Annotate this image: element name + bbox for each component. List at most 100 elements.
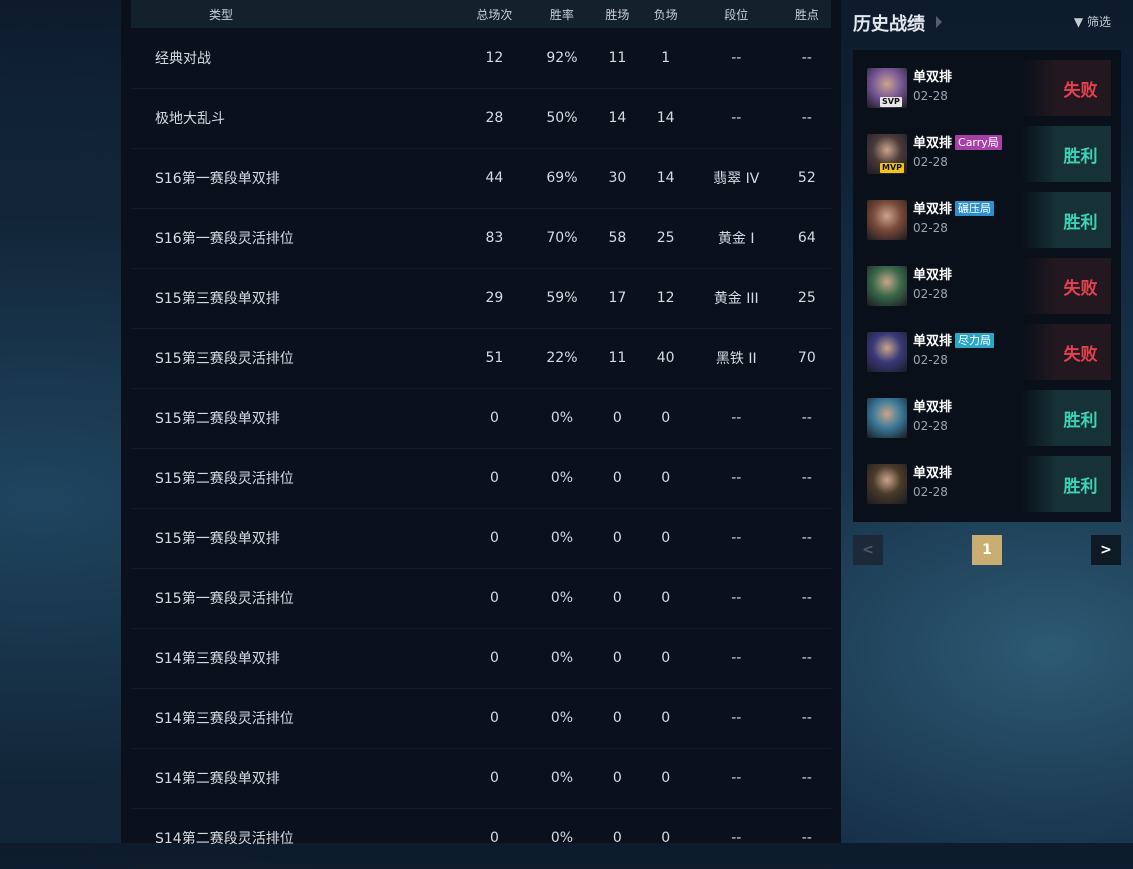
match-tag: 尽力局 bbox=[955, 333, 995, 348]
table-cell: -- bbox=[782, 388, 831, 449]
match-mode: 单双排 bbox=[913, 466, 953, 481]
table-cell: -- bbox=[689, 568, 783, 629]
column-header: 负场 bbox=[653, 7, 678, 22]
table-row[interactable]: S15第一赛段灵活排位 0 0% 0 0 -- -- bbox=[131, 568, 831, 629]
table-cell: 0% bbox=[530, 568, 594, 629]
table-cell: S15第三赛段灵活排位 bbox=[131, 328, 459, 389]
match-result: 失败 bbox=[1022, 324, 1111, 380]
table-cell: S15第二赛段灵活排位 bbox=[131, 448, 459, 509]
table-row[interactable]: S16第一赛段单双排 44 69% 30 14 翡翠 IV 52 bbox=[131, 148, 831, 209]
prev-page-button[interactable]: < bbox=[853, 535, 883, 565]
table-cell: -- bbox=[689, 388, 783, 449]
table-cell: -- bbox=[689, 628, 783, 689]
match-result: 胜利 bbox=[1022, 456, 1111, 512]
table-cell: -- bbox=[782, 808, 831, 869]
table-cell: 59% bbox=[530, 268, 594, 329]
table-cell: 0% bbox=[530, 808, 594, 869]
table-cell: 0 bbox=[458, 628, 531, 689]
table-cell: -- bbox=[782, 568, 831, 629]
table-cell: 翡翠 IV bbox=[689, 148, 783, 209]
match-date: 02-28 bbox=[913, 89, 948, 103]
table-row[interactable]: S14第二赛段单双排 0 0% 0 0 -- -- bbox=[131, 748, 831, 809]
table-cell: 0 bbox=[641, 628, 690, 689]
table-cell: 50% bbox=[530, 88, 594, 149]
column-header: 胜场 bbox=[605, 7, 630, 22]
match-item[interactable]: 单双排 尽力局 02-28 失败 bbox=[853, 324, 1121, 380]
match-item[interactable]: 单双排 02-28 胜利 bbox=[853, 456, 1121, 512]
table-cell: 0 bbox=[458, 508, 531, 569]
table-cell: S14第三赛段单双排 bbox=[131, 628, 459, 689]
champion-avatar bbox=[867, 266, 907, 306]
table-row[interactable]: S14第三赛段单双排 0 0% 0 0 -- -- bbox=[131, 628, 831, 689]
table-cell: 0% bbox=[530, 448, 594, 509]
table-cell: 22% bbox=[530, 328, 594, 389]
table-cell: 11 bbox=[593, 28, 642, 89]
table-cell: -- bbox=[689, 748, 783, 809]
table-row[interactable]: S14第二赛段灵活排位 0 0% 0 0 -- -- bbox=[131, 808, 831, 869]
chevron-right-icon[interactable] bbox=[936, 16, 942, 28]
table-cell: 0 bbox=[458, 448, 531, 509]
table-row[interactable]: 经典对战 12 92% 11 1 -- -- bbox=[131, 28, 831, 89]
match-list: SVP 单双排 02-28 失败 MVP 单双排 Carry局 02-28 胜利 单… bbox=[853, 50, 1121, 522]
table-cell: 17 bbox=[593, 268, 642, 329]
table-cell: 0 bbox=[593, 688, 642, 749]
match-result: 胜利 bbox=[1022, 126, 1111, 182]
match-tag: 碾压局 bbox=[955, 201, 995, 216]
table-cell: 0% bbox=[530, 508, 594, 569]
table-cell: S14第二赛段单双排 bbox=[131, 748, 459, 809]
match-tag: Carry局 bbox=[955, 135, 1002, 150]
table-cell: 0 bbox=[458, 688, 531, 749]
match-date: 02-28 bbox=[913, 353, 948, 367]
mvp-badge: MVP bbox=[880, 163, 905, 173]
filter-icon: ▼ bbox=[1073, 15, 1084, 29]
column-header: 类型 bbox=[209, 7, 234, 22]
table-cell: 0 bbox=[641, 808, 690, 869]
next-page-button[interactable]: > bbox=[1091, 535, 1121, 565]
table-cell: 52 bbox=[782, 148, 831, 209]
match-item[interactable]: 单双排 02-28 失败 bbox=[853, 258, 1121, 314]
filter-button[interactable]: ▼ 筛选 bbox=[1073, 15, 1111, 29]
match-date: 02-28 bbox=[913, 221, 948, 235]
table-cell: 12 bbox=[458, 28, 531, 89]
table-row[interactable]: S15第二赛段灵活排位 0 0% 0 0 -- -- bbox=[131, 448, 831, 509]
table-row[interactable]: 极地大乱斗 28 50% 14 14 -- -- bbox=[131, 88, 831, 149]
table-cell: 0 bbox=[593, 568, 642, 629]
match-item[interactable]: SVP 单双排 02-28 失败 bbox=[853, 60, 1121, 116]
match-mode: 单双排 bbox=[913, 268, 953, 283]
table-cell: 30 bbox=[593, 148, 642, 209]
chevron-right-icon: > bbox=[1100, 542, 1112, 558]
column-header: 段位 bbox=[724, 7, 749, 22]
table-cell: 0 bbox=[641, 568, 690, 629]
table-cell: -- bbox=[782, 508, 831, 569]
table-cell: 70 bbox=[782, 328, 831, 389]
svp-badge: SVP bbox=[880, 97, 902, 107]
table-cell: -- bbox=[782, 28, 831, 89]
match-item[interactable]: 单双排 碾压局 02-28 胜利 bbox=[853, 192, 1121, 248]
table-cell: 25 bbox=[782, 268, 831, 329]
match-date: 02-28 bbox=[913, 485, 948, 499]
match-date: 02-28 bbox=[913, 155, 948, 169]
table-cell: 83 bbox=[458, 208, 531, 269]
match-date: 02-28 bbox=[913, 419, 948, 433]
table-row[interactable]: S15第一赛段单双排 0 0% 0 0 -- -- bbox=[131, 508, 831, 569]
table-cell: 极地大乱斗 bbox=[131, 88, 459, 149]
table-row[interactable]: S15第三赛段灵活排位 51 22% 11 40 黑铁 II 70 bbox=[131, 328, 831, 389]
table-row[interactable]: S15第三赛段单双排 29 59% 17 12 黄金 III 25 bbox=[131, 268, 831, 329]
table-cell: 0% bbox=[530, 748, 594, 809]
match-item[interactable]: MVP 单双排 Carry局 02-28 胜利 bbox=[853, 126, 1121, 182]
page-1-button[interactable]: 1 bbox=[972, 535, 1002, 565]
table-cell: -- bbox=[689, 808, 783, 869]
match-mode: 单双排 bbox=[913, 400, 953, 415]
champion-avatar bbox=[867, 464, 907, 504]
table-row[interactable]: S14第三赛段灵活排位 0 0% 0 0 -- -- bbox=[131, 688, 831, 749]
table-cell: -- bbox=[782, 88, 831, 149]
table-row[interactable]: S16第一赛段灵活排位 83 70% 58 25 黄金 I 64 bbox=[131, 208, 831, 269]
table-cell: -- bbox=[782, 448, 831, 509]
table-row[interactable]: S15第二赛段单双排 0 0% 0 0 -- -- bbox=[131, 388, 831, 449]
match-item[interactable]: 单双排 02-28 胜利 bbox=[853, 390, 1121, 446]
table-cell: 0 bbox=[458, 568, 531, 629]
table-cell: 0 bbox=[593, 628, 642, 689]
history-title[interactable]: 历史战绩 bbox=[853, 14, 925, 35]
table-cell: 0 bbox=[593, 808, 642, 869]
match-mode: 单双排 bbox=[913, 334, 953, 349]
